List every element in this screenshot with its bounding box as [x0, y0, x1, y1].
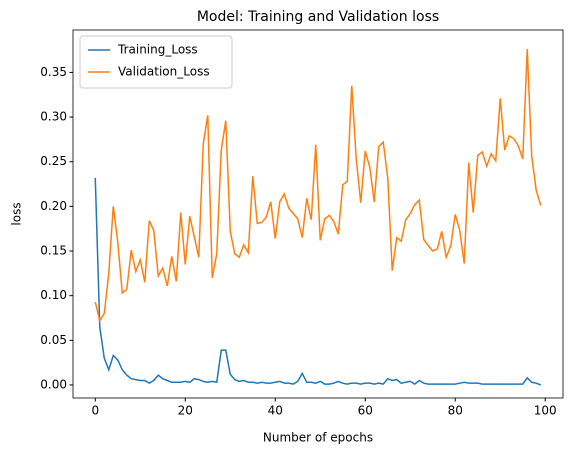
x-tick-label: 0 [91, 404, 99, 418]
axes-frame [72, 29, 564, 399]
series-line [94, 49, 542, 323]
y-tick-label: 0.20 [40, 199, 67, 213]
x-tick-label: 20 [178, 404, 193, 418]
x-tick-label: 40 [268, 404, 283, 418]
y-tick-label: 0.00 [40, 377, 67, 391]
y-tick-label: 0.25 [40, 154, 67, 168]
legend-label: Training_Loss [117, 43, 198, 57]
x-axis-label: Number of epochs [263, 431, 373, 445]
series-line [94, 177, 542, 386]
x-tick-label: 60 [358, 404, 373, 418]
legend-label: Validation_Loss [118, 65, 210, 79]
y-tick-label: 0.30 [40, 110, 67, 124]
y-axis-label: loss [10, 202, 24, 225]
y-tick-label: 0.10 [40, 288, 67, 302]
x-tick-label: 80 [448, 404, 463, 418]
legend-box [79, 35, 233, 89]
y-tick-label: 0.05 [40, 333, 67, 347]
y-tick-label: 0.15 [40, 244, 67, 258]
x-tick-label: 100 [534, 404, 557, 418]
chart-title: Model: Training and Validation loss [197, 9, 439, 25]
y-tick-label: 0.35 [40, 65, 67, 79]
